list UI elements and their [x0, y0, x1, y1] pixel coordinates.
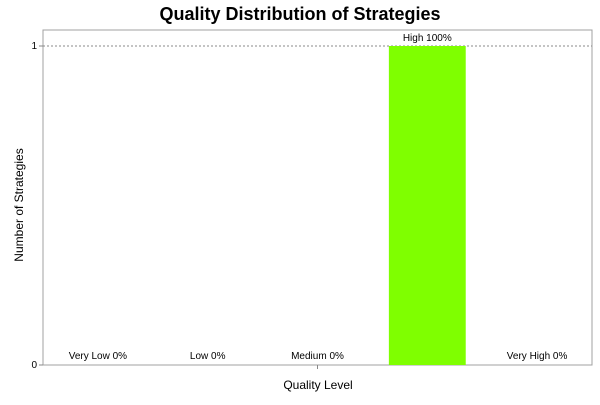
- plot-area: 0 1 Very Low 0% Low 0% Medium 0% High 100% Ver…: [31, 29, 593, 371]
- plot-frame: [42, 29, 593, 366]
- bar-label: Low 0%: [190, 351, 226, 362]
- bar-high: [388, 46, 466, 365]
- bar-label: Medium 0%: [291, 351, 344, 362]
- y-axis-label: Number of Strategies: [12, 148, 26, 261]
- x-axis-label: Quality Level: [283, 378, 352, 392]
- bar-label: Very High 0%: [507, 351, 568, 362]
- chart-title: Quality Distribution of Strategies: [159, 4, 440, 24]
- bar-label: High 100%: [403, 33, 452, 44]
- y-tick-label: 0: [31, 360, 37, 371]
- bar-label: Very Low 0%: [69, 351, 127, 362]
- y-tick-label: 1: [31, 41, 37, 52]
